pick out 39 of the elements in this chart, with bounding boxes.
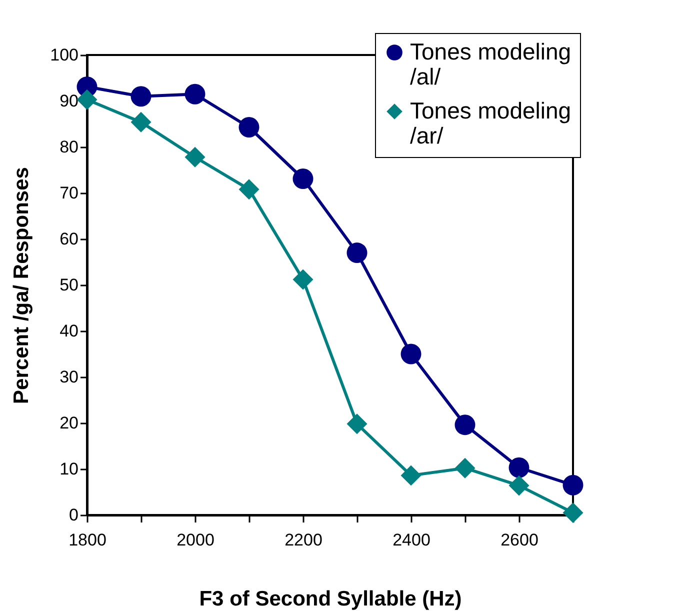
y-tick-label: 40 [60,322,78,340]
y-tick-label: 80 [60,138,78,156]
point [562,474,584,496]
y-tick-label: 0 [69,506,78,524]
point [238,116,260,138]
point [292,168,314,189]
point [130,86,152,107]
point [346,414,368,434]
y-tick-label: 100 [50,46,78,64]
point [454,458,476,478]
x-tick-label: 2600 [500,530,538,550]
y-axis-title: Percent /ga/ Responses [10,167,34,404]
y-tick-label: 20 [60,414,78,432]
x-tick-label: 2400 [392,530,430,550]
x-tick-label: 2200 [284,530,322,550]
y-tick-label: 60 [60,230,78,248]
y-tick-label: 90 [60,92,78,110]
point [238,179,260,200]
point [400,344,422,364]
point [76,89,98,110]
point [346,242,368,264]
y-tick-label: 30 [60,368,78,386]
x-tick-label: 2000 [176,530,214,550]
y-tick-label: 10 [60,460,78,478]
point [508,457,530,478]
x-tick-label: 1800 [68,530,106,550]
point [292,269,314,290]
y-tick-label: 70 [60,184,78,202]
point [454,414,476,436]
point [508,475,530,496]
legend-label: Tones modeling /al/ [410,38,572,90]
x-axis-title: F3 of Second Syllable (Hz) [199,588,462,610]
point [562,502,584,523]
y-tick-label: 50 [60,276,78,294]
point [400,465,422,486]
legend-label: Tones modeling /ar/ [410,98,572,148]
point [130,112,152,132]
point [184,84,206,104]
point [184,146,206,168]
